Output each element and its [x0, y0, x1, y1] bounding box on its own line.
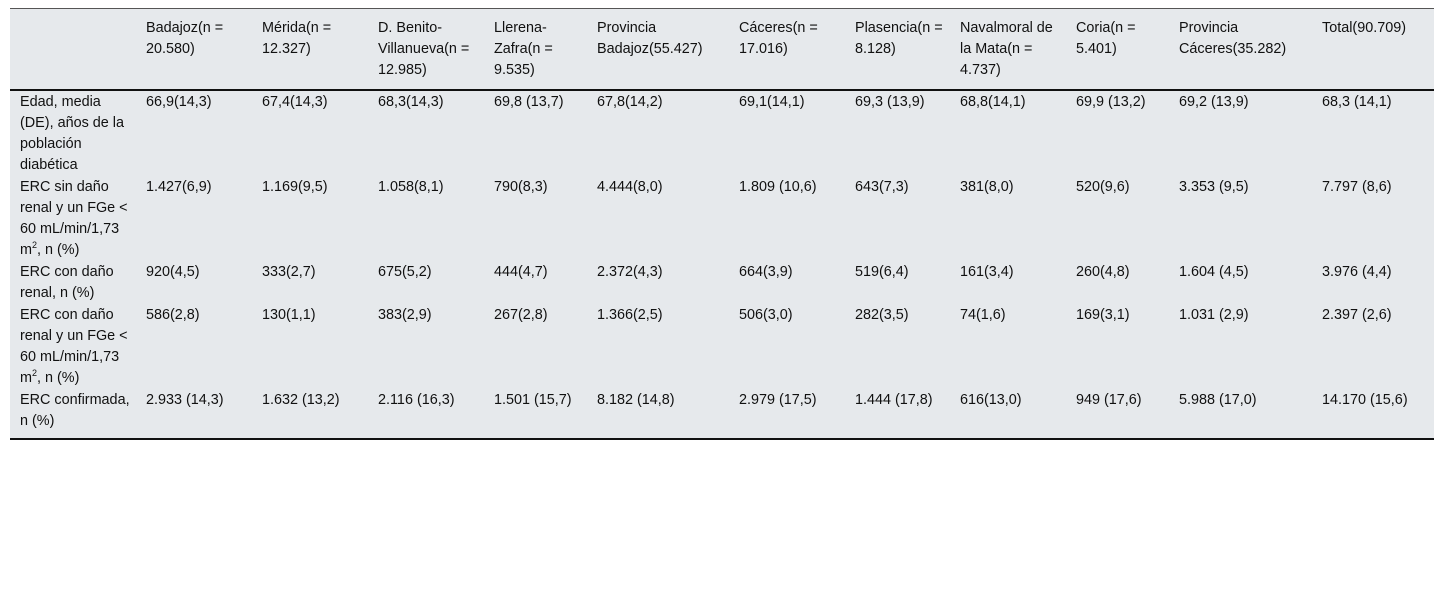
table-cell: 444(4,7) — [494, 264, 548, 280]
column-header: Coria(n = 5.401) — [1076, 20, 1136, 57]
column-header: Plasencia(n = 8.128) — [855, 20, 943, 57]
data-table: Badajoz(n = 20.580) Mérida(n = 12.327) D… — [10, 8, 1434, 440]
table-cell: 506(3,0) — [739, 307, 793, 323]
table-cell: 130(1,1) — [262, 307, 316, 323]
row-label-text: ERC confirmada, n (%) — [20, 392, 130, 429]
row-label: Edad, media (DE), años de la población d… — [10, 90, 136, 176]
table-cell: 1.366(2,5) — [597, 307, 663, 323]
table-cell: 68,3(14,3) — [378, 94, 444, 110]
table-cell: 1.501 (15,7) — [494, 392, 572, 408]
table-cell: 67,8(14,2) — [597, 94, 663, 110]
table-cell: 69,2 (13,9) — [1179, 94, 1249, 110]
table-cell: 260(4,8) — [1076, 264, 1130, 280]
table-cell: 519(6,4) — [855, 264, 909, 280]
table-cell: 2.979 (17,5) — [739, 392, 817, 408]
table-cell: 675(5,2) — [378, 264, 432, 280]
table-cell: 920(4,5) — [146, 264, 200, 280]
column-header: Llerena-Zafra(n = 9.535) — [494, 20, 553, 78]
table-cell: 616(13,0) — [960, 392, 1022, 408]
table-cell: 790(8,3) — [494, 179, 548, 195]
table-cell: 383(2,9) — [378, 307, 432, 323]
table-cell: 69,8 (13,7) — [494, 94, 564, 110]
table-cell: 7.797 (8,6) — [1322, 179, 1392, 195]
table-row: ERC sin daño renal y un FGe < 60 mL/min/… — [10, 176, 1434, 261]
table-cell: 1.444 (17,8) — [855, 392, 933, 408]
table-cell: 169(3,1) — [1076, 307, 1130, 323]
table-cell: 267(2,8) — [494, 307, 548, 323]
row-label-suffix: , n (%) — [37, 242, 80, 258]
column-header — [10, 9, 136, 91]
table-cell: 1.427(6,9) — [146, 179, 212, 195]
table-row: ERC con daño renal, n (%) 920(4,5) 333(2… — [10, 261, 1434, 304]
table-cell: 161(3,4) — [960, 264, 1014, 280]
column-header: Provincia Cáceres(35.282) — [1179, 20, 1287, 57]
table-cell: 8.182 (14,8) — [597, 392, 675, 408]
table-cell: 14.170 (15,6) — [1322, 392, 1408, 408]
column-header: Total(90.709) — [1322, 20, 1406, 36]
table-cell: 68,8(14,1) — [960, 94, 1026, 110]
table-cell: 66,9(14,3) — [146, 94, 212, 110]
table-cell: 69,3 (13,9) — [855, 94, 925, 110]
table-cell: 1.604 (4,5) — [1179, 264, 1249, 280]
table-row: Edad, media (DE), años de la población d… — [10, 90, 1434, 176]
table-cell: 1.809 (10,6) — [739, 179, 817, 195]
row-label-text: ERC sin daño renal y un FGe < 60 mL/min/… — [20, 179, 128, 258]
table-row: ERC con daño renal y un FGe < 60 mL/min/… — [10, 304, 1434, 389]
table-cell: 68,3 (14,1) — [1322, 94, 1392, 110]
row-label-text: ERC con daño renal y un FGe < 60 mL/min/… — [20, 307, 128, 386]
table-cell: 333(2,7) — [262, 264, 316, 280]
row-label: ERC con daño renal y un FGe < 60 mL/min/… — [10, 304, 136, 389]
column-header: D. Benito-Villanueva(n = 12.985) — [378, 20, 470, 78]
table-cell: 586(2,8) — [146, 307, 200, 323]
table-header: Badajoz(n = 20.580) Mérida(n = 12.327) D… — [10, 8, 1434, 91]
table-cell: 643(7,3) — [855, 179, 909, 195]
table-cell: 1.058(8,1) — [378, 179, 444, 195]
table-cell: 1.632 (13,2) — [262, 392, 340, 408]
table-cell: 67,4(14,3) — [262, 94, 328, 110]
table-cell: 2.933 (14,3) — [146, 392, 224, 408]
row-label: ERC sin daño renal y un FGe < 60 mL/min/… — [10, 176, 136, 261]
table-cell: 5.988 (17,0) — [1179, 392, 1257, 408]
table-cell: 3.353 (9,5) — [1179, 179, 1249, 195]
table-cell: 1.169(9,5) — [262, 179, 328, 195]
table-cell: 69,9 (13,2) — [1076, 94, 1146, 110]
column-header: Cáceres(n = 17.016) — [739, 20, 818, 57]
table-cell: 2.116 (16,3) — [378, 392, 455, 408]
row-label-text: Edad, media (DE), años de la población d… — [20, 94, 124, 173]
table-cell: 520(9,6) — [1076, 179, 1130, 195]
table-container: Badajoz(n = 20.580) Mérida(n = 12.327) D… — [10, 8, 1434, 440]
row-label-suffix: , n (%) — [37, 370, 80, 386]
column-header: Navalmoral de la Mata(n = 4.737) — [960, 20, 1053, 78]
column-header: Provincia Badajoz(55.427) — [597, 20, 703, 57]
table-cell: 949 (17,6) — [1076, 392, 1142, 408]
table-body: Edad, media (DE), años de la población d… — [10, 90, 1434, 439]
row-label: ERC confirmada, n (%) — [10, 389, 136, 439]
row-label-text: ERC con daño renal, n (%) — [20, 264, 114, 301]
column-header: Mérida(n = 12.327) — [262, 20, 332, 57]
table-cell: 381(8,0) — [960, 179, 1014, 195]
table-cell: 69,1(14,1) — [739, 94, 805, 110]
header-row: Badajoz(n = 20.580) Mérida(n = 12.327) D… — [10, 8, 1434, 91]
table-cell: 3.976 (4,4) — [1322, 264, 1392, 280]
row-label: ERC con daño renal, n (%) — [10, 261, 136, 304]
table-cell: 74(1,6) — [960, 307, 1006, 323]
table-row: ERC confirmada, n (%) 2.933 (14,3) 1.632… — [10, 389, 1434, 439]
table-cell: 4.444(8,0) — [597, 179, 663, 195]
table-cell: 1.031 (2,9) — [1179, 307, 1249, 323]
table-cell: 664(3,9) — [739, 264, 793, 280]
table-cell: 2.372(4,3) — [597, 264, 663, 280]
column-header: Badajoz(n = 20.580) — [146, 20, 224, 57]
table-cell: 282(3,5) — [855, 307, 909, 323]
table-cell: 2.397 (2,6) — [1322, 307, 1392, 323]
row-label-superscript: 2 — [32, 368, 38, 378]
row-label-superscript: 2 — [32, 240, 38, 250]
